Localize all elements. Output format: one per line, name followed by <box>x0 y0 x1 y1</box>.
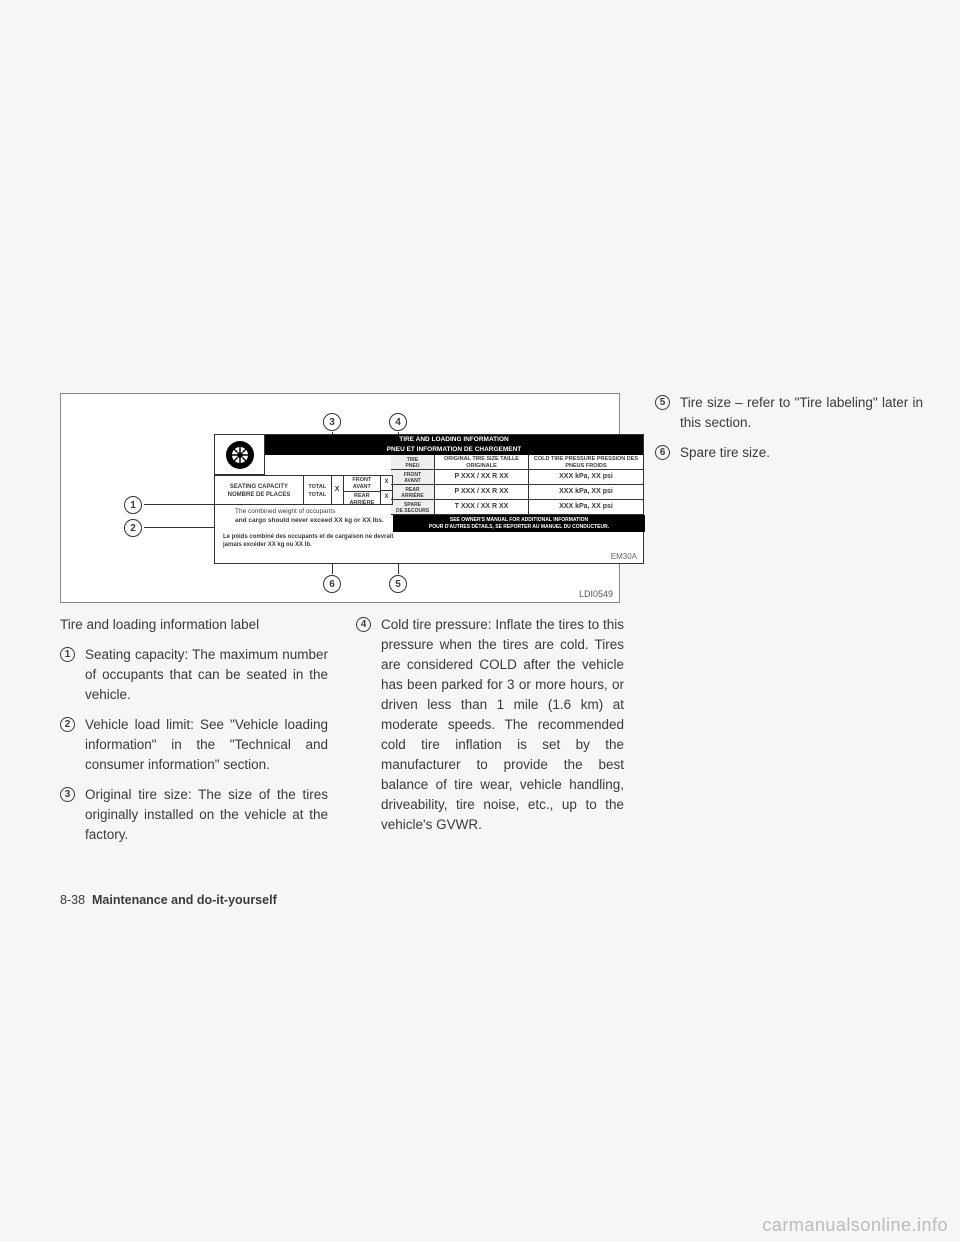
figure-id: LDI0549 <box>579 589 613 599</box>
tire-placard: TIRE AND LOADING INFORMATION PNEU ET INF… <box>214 434 644 564</box>
callout-3: 3 <box>323 413 341 431</box>
item-4: 4 Cold tire pressure: Inflate the tires … <box>356 615 624 835</box>
tire-icon <box>215 435 265 475</box>
lead-line <box>332 564 333 574</box>
spare-press: XXX kPa, XX psi <box>529 500 643 514</box>
item-3: 3 Original tire size: The size of the ti… <box>60 785 328 845</box>
num-circle: 1 <box>60 647 75 662</box>
body-columns: Tire and loading information label 1 Sea… <box>60 615 930 855</box>
manual-page: 1 2 3 4 5 6 <box>0 0 960 1242</box>
lead-line <box>144 527 214 528</box>
em-label: EM30A <box>611 552 637 561</box>
total-value: X <box>332 476 344 504</box>
item-5: 5 Tire size – refer to "Tire labeling" l… <box>655 393 923 433</box>
callout-2: 2 <box>124 519 142 537</box>
lead-line <box>144 504 214 505</box>
row-front-label: FRONTAVANT <box>391 470 435 484</box>
watermark: carmanualsonline.info <box>762 1215 948 1236</box>
item-text: Original tire size: The size of the tire… <box>85 785 328 845</box>
col-hdr-size: ORIGINAL TIRE SIZE TAILLE ORIGINALE <box>435 455 529 469</box>
total-label: TOTALTOTAL <box>304 476 332 504</box>
front-rear-values: X X <box>381 476 393 504</box>
rear-size: P XXX / XX R XX <box>435 485 529 499</box>
see-owner-text: SEE OWNER'S MANUAL FOR ADDITIONAL INFORM… <box>393 515 645 532</box>
front-press: XXX kPa, XX psi <box>529 470 643 484</box>
rear-press: XXX kPa, XX psi <box>529 485 643 499</box>
section-title: Maintenance and do-it-yourself <box>92 893 277 907</box>
num-circle: 6 <box>655 445 670 460</box>
diagram-frame: 1 2 3 4 5 6 <box>60 393 620 603</box>
page-number: 8-38 <box>60 893 85 907</box>
tire-data-block: TIRE PNEU ORIGINAL TIRE SIZE TAILLE ORIG… <box>391 455 643 515</box>
num-circle: 2 <box>60 717 75 732</box>
front-rear-labels: FRONTAVANT REARARRIÈRE <box>344 476 382 504</box>
column-1: Tire and loading information label 1 Sea… <box>60 615 328 855</box>
item-text: Spare tire size. <box>680 443 923 463</box>
item-text: Vehicle load limit: See "Vehicle loading… <box>85 715 328 775</box>
seating-label: SEATING CAPACITYNOMBRE DE PLACES <box>215 476 304 504</box>
callout-5: 5 <box>389 575 407 593</box>
header-en: TIRE AND LOADING INFORMATION <box>265 435 643 445</box>
lead-line <box>398 564 399 574</box>
column-3: 5 Tire size – refer to "Tire labeling" l… <box>655 393 923 473</box>
callout-4: 4 <box>389 413 407 431</box>
col-hdr-press: COLD TIRE PRESSURE PRESSION DES PNEUS FR… <box>529 455 643 469</box>
num-circle: 3 <box>60 787 75 802</box>
num-circle: 4 <box>356 617 371 632</box>
item-1: 1 Seating capacity: The maximum number o… <box>60 645 328 705</box>
item-text: Cold tire pressure: Inflate the tires to… <box>381 615 624 835</box>
french-weight-text: Le poids combiné des occupants et de car… <box>223 533 473 549</box>
front-size: P XXX / XX R XX <box>435 470 529 484</box>
subtitle: Tire and loading information label <box>60 615 328 635</box>
header-fr: PNEU ET INFORMATION DE CHARGEMENT <box>265 445 643 455</box>
page-footer: 8-38 Maintenance and do-it-yourself <box>60 893 277 907</box>
column-2: 4 Cold tire pressure: Inflate the tires … <box>356 615 624 855</box>
placard-header: TIRE AND LOADING INFORMATION PNEU ET INF… <box>265 435 643 455</box>
item-text: Tire size – refer to "Tire labeling" lat… <box>680 393 923 433</box>
callout-6: 6 <box>323 575 341 593</box>
callout-1: 1 <box>124 496 142 514</box>
spare-size: T XXX / XX R XX <box>435 500 529 514</box>
row-rear-label: REARARRIÈRE <box>391 485 435 499</box>
num-circle: 5 <box>655 395 670 410</box>
col-hdr-tire: TIRE PNEU <box>391 455 435 469</box>
item-6: 6 Spare tire size. <box>655 443 923 463</box>
item-2: 2 Vehicle load limit: See "Vehicle loadi… <box>60 715 328 775</box>
item-text: Seating capacity: The maximum number of … <box>85 645 328 705</box>
